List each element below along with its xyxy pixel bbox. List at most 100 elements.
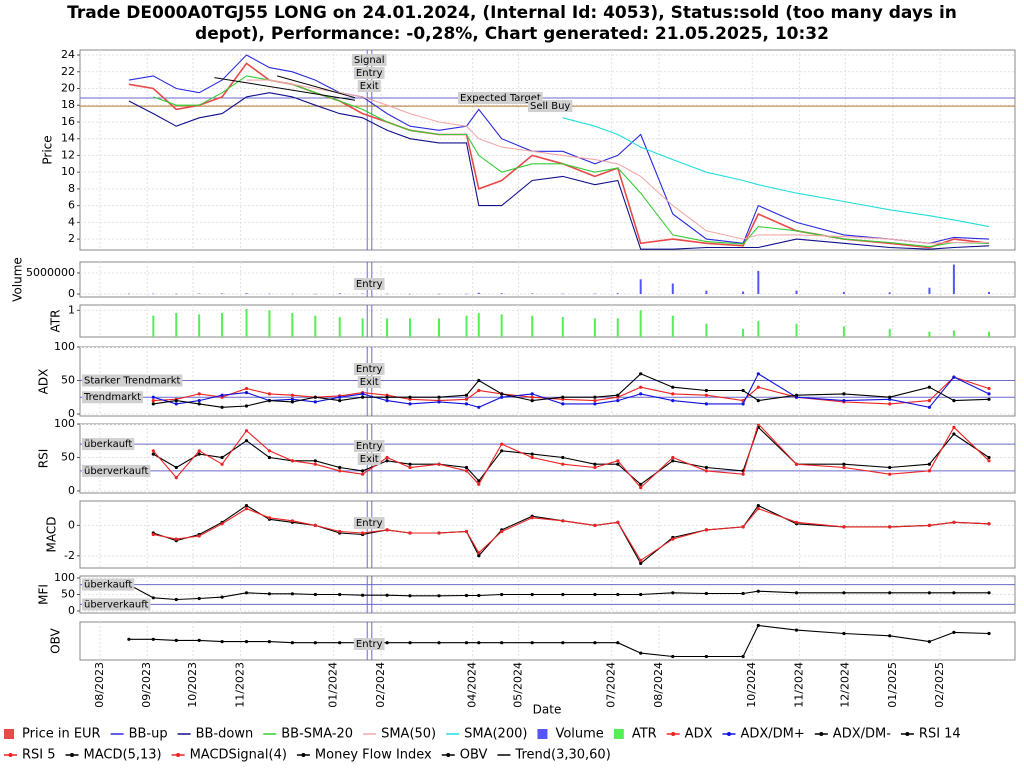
series-line xyxy=(151,506,991,563)
legend-key xyxy=(613,729,624,739)
trend-line xyxy=(214,75,356,101)
bar xyxy=(500,293,503,295)
chart-title: Trade DE000A0TGJ55 LONG on 24.01.2024, (… xyxy=(67,3,957,23)
legend-label: OBV xyxy=(460,748,488,763)
series-line xyxy=(128,92,990,250)
bar xyxy=(988,291,991,295)
legend-label: Money Flow Index xyxy=(315,748,432,763)
bar xyxy=(438,293,441,295)
legend-label: Trend(3,30,60) xyxy=(514,748,610,763)
bar xyxy=(152,293,155,295)
bar xyxy=(500,314,503,337)
series-line xyxy=(151,424,991,490)
reference-label: Starker Trendmarkt xyxy=(84,375,181,386)
x-tick-label: 11/2024 xyxy=(793,662,806,708)
legend-label: ADX/DM+ xyxy=(740,727,804,742)
y-tick-label: 24 xyxy=(61,48,75,61)
bar xyxy=(616,318,619,337)
bar xyxy=(175,293,178,295)
y-tick-label: 8 xyxy=(68,182,75,195)
price-line xyxy=(128,62,990,249)
bar xyxy=(742,329,745,337)
y-tick-label: 100 xyxy=(54,340,75,353)
event-label: Exit xyxy=(360,377,379,388)
bar xyxy=(338,317,341,337)
series-line xyxy=(128,54,990,244)
label-box xyxy=(458,92,543,105)
plot-area xyxy=(79,423,1016,494)
bar xyxy=(593,318,596,337)
bar xyxy=(988,331,991,337)
y-tick-label: 0 xyxy=(68,484,75,497)
panel xyxy=(80,501,1015,568)
plot-area xyxy=(79,346,1016,417)
bar xyxy=(409,318,411,337)
y-axis-label: MFI xyxy=(37,584,51,605)
x-tick-label: 09/2023 xyxy=(140,662,153,708)
label-box xyxy=(353,278,385,290)
bar xyxy=(152,315,155,337)
bar xyxy=(705,323,708,337)
x-tick-label: 01/2025 xyxy=(886,662,899,708)
event-label: Exit xyxy=(360,81,379,92)
bar xyxy=(928,331,931,337)
reference-label: Sell Buy xyxy=(530,101,570,112)
y-tick-label: 0 xyxy=(68,407,75,420)
y-axis-label: Price xyxy=(41,135,55,164)
label-box xyxy=(82,438,135,451)
bar xyxy=(268,310,271,337)
bar xyxy=(221,293,224,295)
bar xyxy=(465,293,468,295)
event-label: Entry xyxy=(356,364,383,375)
legend-label: Price in EUR xyxy=(22,727,101,742)
legend-key xyxy=(4,729,14,739)
bar xyxy=(842,291,845,295)
y-tick-label: 5000000 xyxy=(26,266,75,279)
legend-label: SMA(200) xyxy=(464,727,527,742)
reference-label: überverkauft xyxy=(84,466,149,477)
series-line xyxy=(127,623,991,659)
bar xyxy=(409,293,411,295)
x-tick-label: 08/2024 xyxy=(652,662,665,708)
label-box xyxy=(82,374,183,387)
x-tick-label: 01/2024 xyxy=(327,662,340,708)
x-tick-label: 10/2023 xyxy=(186,662,199,708)
label-box xyxy=(82,464,151,477)
y-tick-label: 12 xyxy=(61,148,75,161)
legend-key xyxy=(819,732,824,736)
y-tick-label: 10 xyxy=(61,165,75,178)
label-box xyxy=(357,80,381,92)
event-label: Entry xyxy=(356,518,383,529)
panel xyxy=(80,347,1015,416)
reference-label: überverkauft xyxy=(84,599,149,610)
y-axis-label: OBV xyxy=(49,627,63,653)
bar xyxy=(338,293,341,295)
bar xyxy=(671,315,674,337)
bar xyxy=(705,290,708,295)
legend-key xyxy=(671,732,676,736)
y-tick-label: 50 xyxy=(61,588,75,601)
x-tick-label: 04/2024 xyxy=(466,662,479,708)
legend-label: BB-SMA-20 xyxy=(281,727,353,742)
label-box xyxy=(82,391,144,404)
bar xyxy=(795,290,798,295)
bar xyxy=(245,309,248,337)
y-tick-label: -2 xyxy=(64,549,75,562)
chart-title: depot), Performance: -0,28%, Chart gener… xyxy=(195,24,829,44)
bar xyxy=(842,326,845,337)
bar xyxy=(795,323,798,337)
series-line xyxy=(562,117,990,228)
panel xyxy=(80,262,1015,297)
bar xyxy=(175,313,178,337)
x-tick-label: 11/2023 xyxy=(233,662,246,708)
bar xyxy=(561,293,564,295)
bar xyxy=(386,318,389,337)
bar xyxy=(221,313,224,337)
y-axis-label: ATR xyxy=(49,310,63,333)
reference-label: überkauft xyxy=(84,439,132,450)
legend-label: MACDSignal(4) xyxy=(190,748,287,763)
y-tick-label: 1 xyxy=(68,303,75,316)
bar xyxy=(928,287,931,295)
bar xyxy=(888,292,891,295)
reference-label: Expected Target xyxy=(460,93,541,104)
